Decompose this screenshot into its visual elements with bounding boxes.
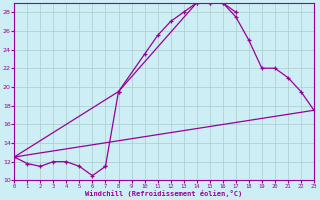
X-axis label: Windchill (Refroidissement éolien,°C): Windchill (Refroidissement éolien,°C) <box>85 190 243 197</box>
